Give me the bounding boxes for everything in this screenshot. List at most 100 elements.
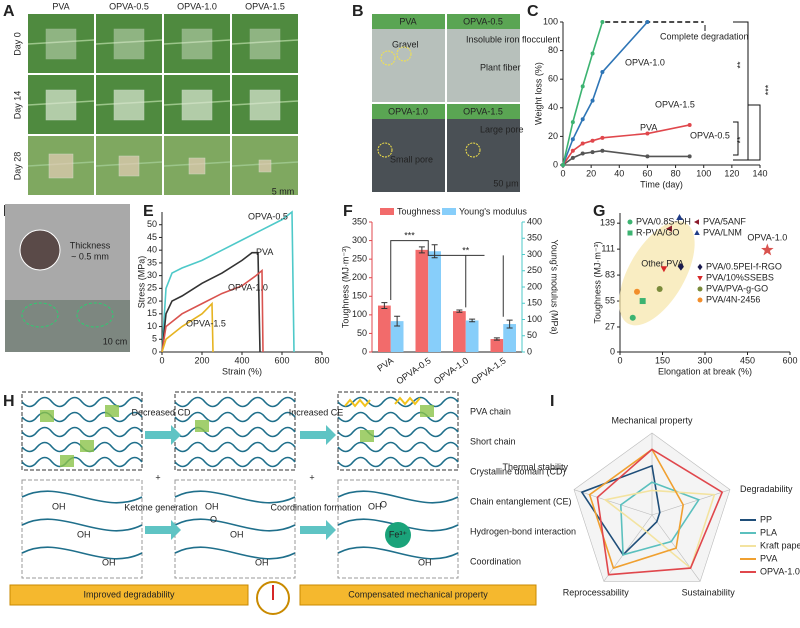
hydroxyl-label: OH — [368, 501, 382, 511]
error-bar — [493, 337, 500, 341]
x-tick-label: 40 — [614, 168, 624, 178]
chain — [174, 396, 296, 408]
hydroxyl-label: OH — [77, 529, 91, 539]
y-tick-label: 139 — [600, 218, 615, 228]
axis-label: Degradability — [740, 484, 793, 494]
bar — [490, 339, 504, 352]
y-tick-label: 35 — [147, 257, 157, 267]
axis-label: Thermal stability — [502, 462, 568, 472]
step-label: Ketone generation — [124, 502, 198, 512]
legend-label: PVA — [760, 553, 777, 563]
point — [645, 131, 650, 136]
crystalline-domain — [105, 405, 119, 417]
point-label: OPVA-1.0 — [747, 232, 787, 242]
point — [687, 154, 692, 159]
x-tick-label: 0 — [617, 355, 622, 365]
bar — [428, 251, 441, 352]
micrograph-title: OPVA-1.0 — [388, 106, 428, 116]
axis-label: Sustainability — [682, 588, 736, 598]
spoke — [573, 489, 653, 516]
point — [660, 266, 668, 273]
legend-label: PVA/0.5PEI-f-RGO — [706, 261, 782, 271]
x-tick-label: 150 — [655, 355, 670, 365]
chain — [174, 490, 296, 504]
highlight — [377, 142, 393, 158]
bar — [453, 311, 466, 352]
y2-tick-label: 100 — [527, 314, 542, 324]
series-label: OPVA-0.5 — [690, 130, 730, 140]
point — [580, 141, 585, 146]
chain — [337, 441, 459, 453]
sample — [249, 28, 281, 60]
legend-marker — [627, 230, 633, 236]
row-label: Day 28 — [12, 152, 22, 181]
sample — [45, 89, 77, 121]
line — [161, 301, 214, 353]
micrograph-note: Large pore — [480, 124, 524, 134]
point — [570, 155, 575, 160]
legend-marker — [697, 263, 703, 271]
x-tick-label: OPVA-0.5 — [394, 355, 432, 386]
x-tick-label: 100 — [696, 168, 711, 178]
y-tick-label: 15 — [147, 308, 157, 318]
column-label: OPVA-1.5 — [245, 1, 285, 11]
y-tick-label: 20 — [548, 131, 558, 141]
significance: *** — [404, 230, 415, 240]
x-tick-label: OPVA-1.0 — [432, 355, 470, 386]
y-tick-label: 300 — [352, 235, 367, 245]
y-tick-label: 150 — [352, 291, 367, 301]
bracket — [733, 121, 739, 156]
crystalline-domain — [420, 405, 434, 417]
spoke — [651, 489, 731, 516]
legend-label: PVA/10%SSEBS — [706, 272, 774, 282]
legend-marker — [697, 286, 703, 292]
panel-letter: G — [593, 203, 605, 220]
hydroxyl-label: OH — [418, 557, 432, 567]
plus: + — [155, 472, 160, 482]
y-tick-label: 100 — [543, 16, 558, 26]
radar-line — [580, 464, 661, 557]
x-tick-label: 600 — [782, 355, 797, 365]
title-strip — [447, 14, 520, 29]
note: Thickness — [70, 240, 111, 250]
x-tick-label: 140 — [752, 168, 767, 178]
point — [590, 138, 595, 143]
significance: ** — [735, 136, 745, 144]
micrograph-title: PVA — [399, 16, 416, 26]
plus: + — [309, 472, 314, 482]
hydroxyl-label: OH — [52, 501, 66, 511]
sample — [48, 153, 74, 179]
chain — [21, 518, 143, 532]
x-tick-label: 450 — [740, 355, 755, 365]
highlight — [465, 142, 481, 158]
highlight — [380, 50, 396, 66]
chain — [174, 456, 296, 468]
y-axis-label: Toughness (MJ·m⁻³) — [340, 246, 350, 328]
series-label: OPVA-1.0 — [625, 57, 665, 67]
region — [619, 221, 695, 326]
y-axis-label: Stress (MPa) — [136, 256, 146, 309]
y-axis-label: Weight loss (%) — [533, 62, 543, 125]
sample — [188, 157, 206, 175]
x-tick-label: 0 — [560, 168, 565, 178]
chain — [337, 426, 459, 438]
ion-label: Fe³⁺ — [389, 529, 408, 539]
panel-letter: C — [527, 3, 539, 20]
annotation: Complete degradation — [660, 31, 749, 41]
y-tick-label: 55 — [605, 295, 615, 305]
micrograph-note: Plant fiber — [480, 62, 521, 72]
legend-label: OPVA-1.0 — [760, 566, 800, 576]
panel-letter: B — [352, 3, 364, 20]
ion — [385, 522, 411, 548]
series-label: OPVA-1.0 — [228, 283, 268, 293]
point — [645, 154, 650, 159]
error-bar — [506, 319, 513, 329]
sample — [181, 89, 213, 121]
sample — [258, 159, 272, 173]
y-tick-label: 20 — [147, 295, 157, 305]
legend-label: Chain entanglement (CE) — [470, 496, 572, 506]
wheel-mark — [76, 302, 114, 328]
y-tick-label: 5 — [152, 334, 157, 344]
error-bar — [381, 302, 388, 310]
annotation: Other PVA — [641, 258, 683, 268]
